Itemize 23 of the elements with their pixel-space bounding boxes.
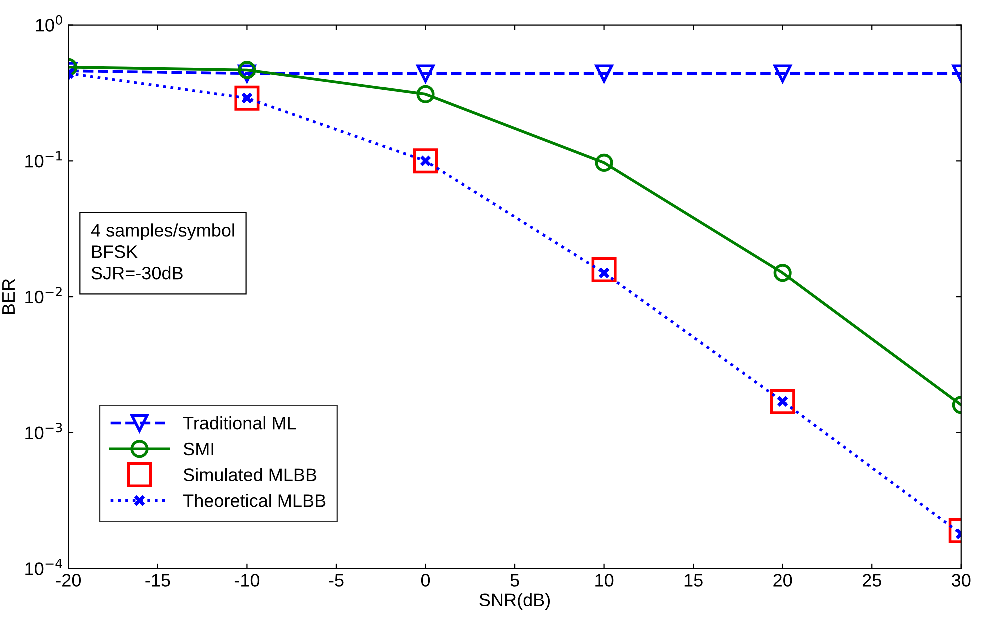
x-axis-title: SNR(dB) — [480, 593, 550, 610]
annotation: 4 samples/symbol BFSK SJR=-30dB — [91, 224, 234, 280]
legend-label: Traditional ML — [183, 416, 296, 430]
x-tick-label: -10 — [234, 574, 260, 587]
y-tick-label: 10$^{−1}$ — [26, 151, 62, 168]
x-tick-label: 20 — [774, 574, 792, 587]
y-tick-label: 10$^{0}$ — [36, 15, 62, 32]
legend-label: Theoretical MLBB — [183, 494, 326, 508]
y-tick-label: 10$^{−4}$ — [26, 559, 62, 576]
x-tick-label: 5 — [510, 574, 520, 587]
x-tick-label: 30 — [952, 574, 971, 587]
x-tick-label: -15 — [146, 574, 170, 587]
x-tick-label: 10 — [596, 574, 614, 587]
x-tick-label: 15 — [684, 574, 703, 587]
y-tick-label: 10$^{−2}$ — [26, 287, 62, 304]
x-tick-label: -20 — [56, 574, 82, 587]
x-tick-label: 25 — [862, 574, 882, 587]
legend-label: Simulated MLBB — [184, 468, 317, 482]
legend-label: SMI — [184, 442, 214, 456]
y-axis-title: BER — [2, 279, 15, 314]
y-tick-label: 10$^{−3}$ — [26, 423, 62, 440]
x-tick-label: -5 — [329, 574, 344, 587]
x-tick-label: 0 — [421, 574, 430, 587]
